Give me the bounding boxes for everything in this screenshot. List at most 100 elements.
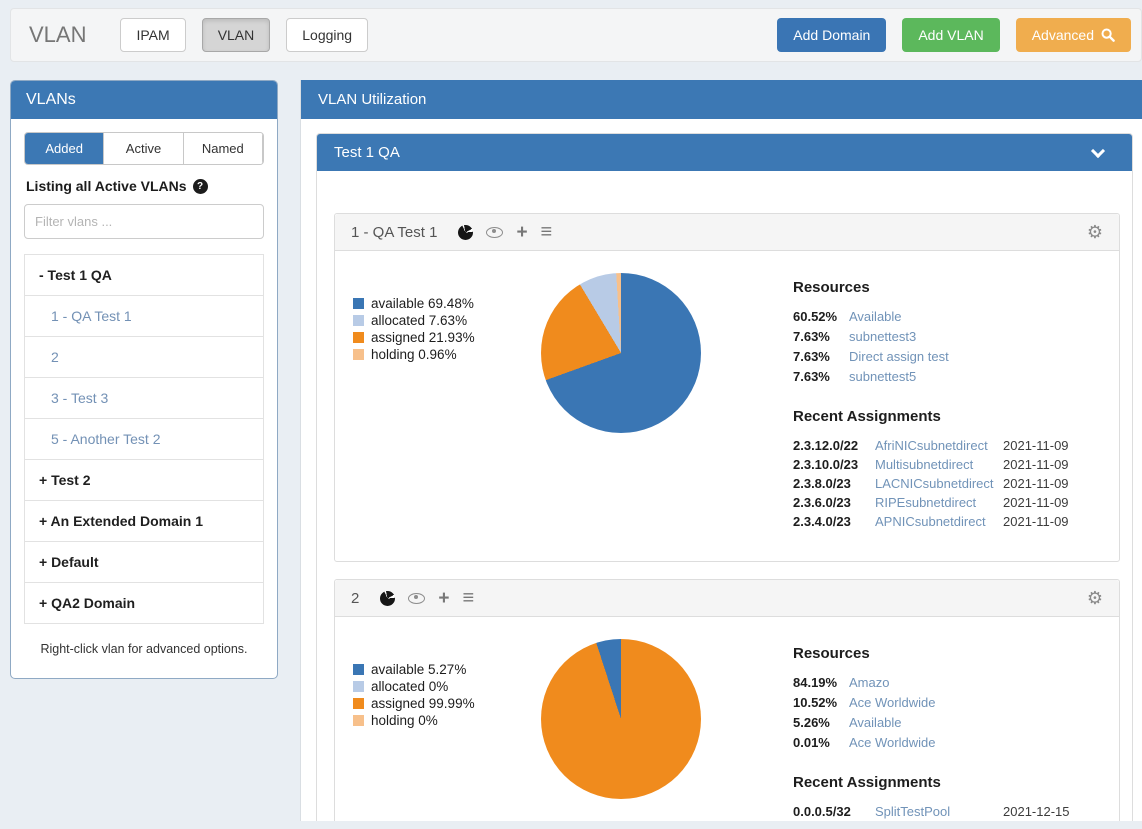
vlan-list-item[interactable]: + Test 2 [25, 460, 263, 501]
vlan-list-item-label: 3 - Test 3 [51, 390, 109, 406]
vlan-list-item[interactable]: 2 [25, 337, 263, 378]
resource-link[interactable]: Available [849, 715, 902, 730]
vlan-filter-tab[interactable]: Active [104, 133, 184, 164]
vlan-card-header: 1 - QA Test 1 + ≡ ⚙ [335, 214, 1119, 251]
vlan-list-item[interactable]: 1 - QA Test 1 [25, 296, 263, 337]
legend-item: holding 0.96% [353, 346, 505, 363]
assignment-link[interactable]: SplitTestPool [875, 804, 951, 819]
vlan-list-item-label: + QA2 Domain [39, 595, 136, 611]
vlan-list-item-label: + Test 2 [39, 472, 91, 488]
pie-chart-icon[interactable] [458, 224, 474, 240]
pie-legend: available 5.27% allocated 0% assigned 99… [353, 639, 505, 821]
assignment-link[interactable]: APNICsubnetdirect [875, 514, 986, 529]
gear-icon[interactable]: ⚙ [1086, 222, 1103, 242]
vlan-list-item-label: 1 - QA Test 1 [51, 308, 132, 324]
search-icon [1101, 28, 1115, 42]
pie-legend: available 69.48% allocated 7.63% assigne… [353, 273, 505, 533]
domain-group-title: Test 1 QA [334, 144, 400, 161]
nav-tab-label: Logging [302, 27, 353, 43]
chevron-down-icon[interactable] [1090, 143, 1106, 158]
assignment-date: 2021-11-09 [1003, 476, 1069, 491]
menu-icon[interactable]: ≡ [540, 221, 553, 243]
plus-icon[interactable]: + [438, 587, 450, 609]
resource-row: 10.52% Ace Worldwide [793, 695, 1070, 710]
assignments-heading: Recent Assignments [793, 408, 941, 425]
menu-icon[interactable]: ≡ [462, 587, 475, 609]
assignment-date: 2021-11-09 [1003, 514, 1069, 529]
vlan-list-item[interactable]: 5 - Another Test 2 [25, 419, 263, 460]
resource-percent: 84.19% [793, 675, 838, 690]
vlan-list-item-label: 5 - Another Test 2 [51, 431, 161, 447]
eye-icon[interactable] [408, 592, 426, 604]
resource-row: 7.63% subnettest3 [793, 329, 1069, 344]
resource-link[interactable]: Direct assign test [849, 349, 949, 364]
vlan-list-item[interactable]: + QA2 Domain [25, 583, 263, 624]
plus-icon[interactable]: + [516, 221, 528, 243]
vlan-filter-tab[interactable]: Added [25, 133, 105, 164]
resource-link[interactable]: Ace Worldwide [849, 735, 936, 750]
resources-heading: Resources [793, 645, 870, 662]
resource-link[interactable]: Available [849, 309, 902, 324]
resource-link[interactable]: subnettest5 [849, 369, 917, 384]
assignment-prefix: 0.0.0.5/32 [793, 804, 851, 819]
vlan-list-item[interactable]: + An Extended Domain 1 [25, 501, 263, 542]
vlan-list-item[interactable]: - Test 1 QA [25, 255, 263, 296]
vlan-filter-input[interactable] [24, 204, 264, 239]
vlan-card-header: 2 + ≡ ⚙ [335, 580, 1119, 617]
vlan-utilization-panel: VLAN Utilization Test 1 QA 1 - QA Test 1… [300, 80, 1142, 821]
pie-chart-icon[interactable] [380, 590, 396, 606]
assignment-prefix: 2.3.10.0/23 [793, 457, 859, 472]
eye-icon[interactable] [486, 226, 504, 238]
resource-link[interactable]: Ace Worldwide [849, 695, 936, 710]
domain-group-header[interactable]: Test 1 QA [317, 134, 1132, 171]
sidebar-body: Added Active Named Listing all Active VL… [11, 119, 277, 678]
vlan-filter-tab-label: Added [45, 141, 83, 156]
legend-label: holding 0% [371, 713, 438, 728]
legend-label: allocated 7.63% [371, 313, 468, 328]
assignment-row: 2.3.12.0/22 AfriNICsubnetdirect 2021-11-… [793, 438, 1069, 453]
vlan-filter-tab-label: Named [201, 141, 244, 156]
assignment-date: 2021-11-09 [1003, 457, 1069, 472]
sidebar-footnote: Right-click vlan for advanced options. [40, 642, 248, 656]
main-panel-title: VLAN Utilization [301, 80, 1142, 119]
legend-swatch [353, 681, 364, 692]
resource-percent: 7.63% [793, 349, 830, 364]
resource-percent: 60.52% [793, 309, 838, 324]
vlan-card: 2 + ≡ ⚙ available 5.27% [334, 579, 1120, 821]
vlan-card-title: 2 [351, 589, 360, 607]
vlan-list-item[interactable]: + Default [25, 542, 263, 583]
resource-percent: 5.26% [793, 715, 830, 730]
action-button[interactable]: Add VLAN [902, 18, 1000, 52]
assignment-link[interactable]: LACNICsubnetdirect [875, 476, 994, 491]
assignment-row: 2.3.10.0/23 Multisubnetdirect 2021-11-09 [793, 457, 1069, 472]
legend-item: available 69.48% [353, 295, 505, 312]
assignment-date: 2021-11-09 [1003, 438, 1069, 453]
legend-item: holding 0% [353, 712, 505, 729]
help-icon[interactable]: ? [192, 178, 208, 194]
assignment-link[interactable]: AfriNICsubnetdirect [875, 438, 988, 453]
action-button-label: Add Domain [793, 27, 871, 43]
pie-chart-container [505, 273, 737, 533]
legend-item: allocated 0% [353, 678, 505, 695]
vlan-list-item[interactable]: 3 - Test 3 [25, 378, 263, 419]
resource-link[interactable]: Amazo [849, 675, 890, 690]
domain-group-panel: Test 1 QA 1 - QA Test 1 + ≡ ⚙ [316, 133, 1133, 821]
assignment-link[interactable]: Multisubnetdirect [875, 457, 974, 472]
nav-tab-button[interactable]: VLAN [201, 18, 271, 52]
legend-swatch [353, 298, 364, 309]
vlan-filter-tab[interactable]: Named [183, 133, 263, 164]
resource-link[interactable]: subnettest3 [849, 329, 917, 344]
assignment-link[interactable]: RIPEsubnetdirect [875, 495, 977, 510]
utilization-pie-chart [541, 639, 701, 799]
legend-swatch [353, 698, 364, 709]
action-button[interactable]: Advanced [1015, 18, 1131, 52]
action-button[interactable]: Add Domain [777, 18, 887, 52]
nav-tab-button[interactable]: IPAM [120, 18, 186, 52]
legend-swatch [353, 715, 364, 726]
nav-tab-button[interactable]: Logging [286, 18, 369, 52]
legend-label: assigned 21.93% [371, 330, 475, 345]
gear-icon[interactable]: ⚙ [1086, 588, 1103, 608]
vlan-filter-tabs: Added Active Named [24, 132, 264, 165]
resources-heading: Resources [793, 279, 870, 296]
legend-item: available 5.27% [353, 661, 505, 678]
